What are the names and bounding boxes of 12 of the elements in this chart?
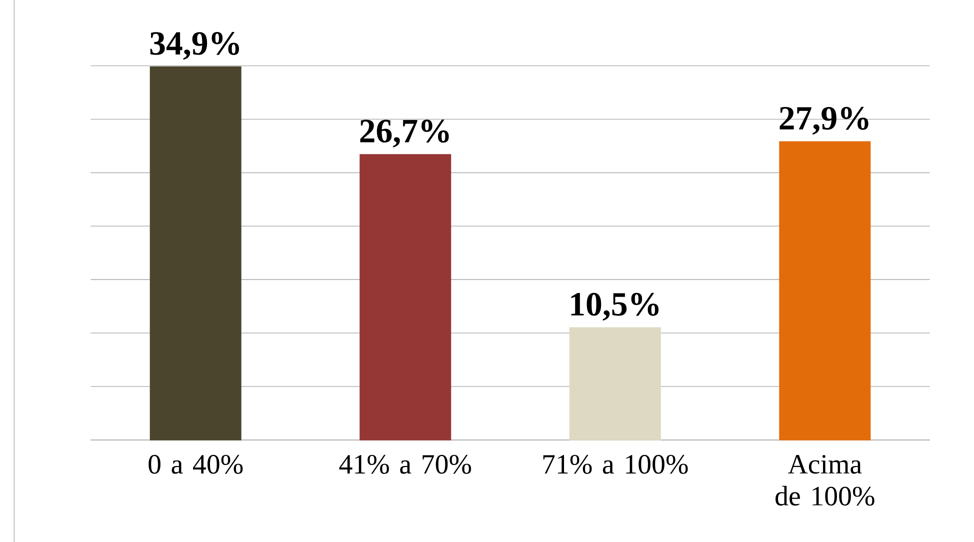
- data-label: 26,7%: [360, 120, 449, 148]
- data-label: 34,9%: [150, 32, 239, 60]
- data-label: 27,9%: [780, 106, 868, 135]
- data-label: 10,5%: [571, 292, 659, 321]
- bar: [150, 66, 242, 440]
- x-tick-label: Acima de 100%: [776, 454, 874, 506]
- bar: [569, 327, 661, 440]
- bar: [360, 154, 452, 440]
- x-tick-label: 0 a 40%: [148, 454, 243, 474]
- bar: [779, 141, 871, 440]
- x-tick-label: 41% a 70%: [339, 454, 472, 474]
- x-tick-label: 71% a 100%: [543, 454, 688, 474]
